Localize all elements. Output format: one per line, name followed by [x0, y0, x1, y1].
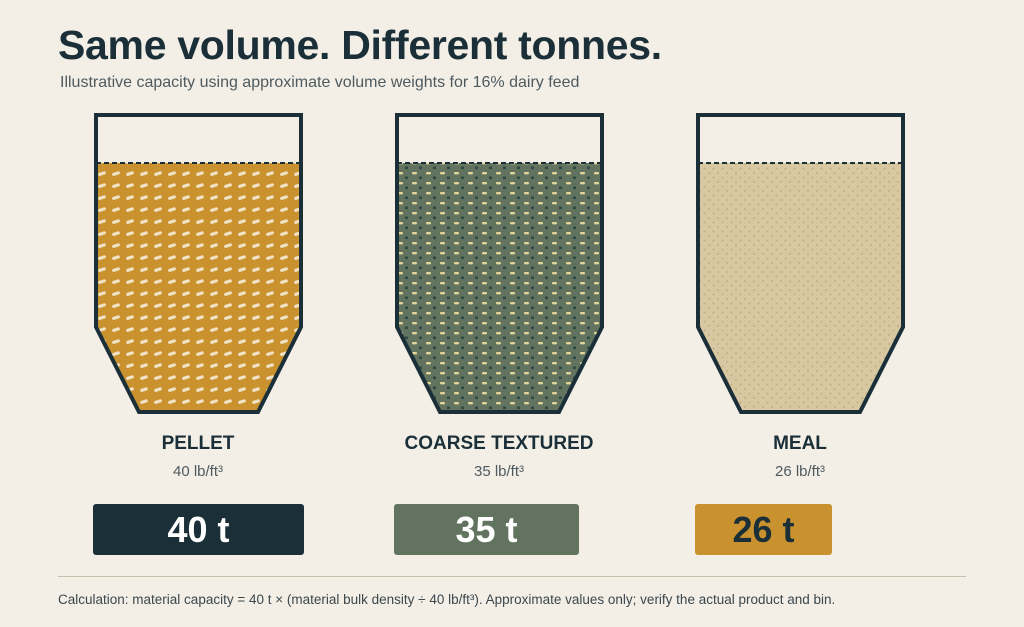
page-title: Same volume. Different tonnes.	[58, 22, 662, 68]
bin-pellet-fill	[96, 163, 301, 412]
bin-pellet	[94, 113, 303, 414]
capacity-badge-meal: 26 t	[695, 504, 832, 555]
bin-label-coarse-textured: COARSE TEXTURED	[404, 433, 594, 454]
bin-label-meal: MEAL	[773, 433, 827, 454]
bin-coarse-textured	[395, 113, 604, 414]
bin-density-pellet: 40 lb/ft³	[172, 463, 224, 480]
bin-density-coarse-textured: 35 lb/ft³	[473, 463, 525, 480]
bin-density-meal: 26 lb/ft³	[774, 463, 826, 480]
page-subtitle: Illustrative capacity using approximate …	[60, 74, 580, 91]
bin-meal-outline	[696, 113, 905, 414]
capacity-badge-pellet: 40 t	[93, 504, 304, 555]
footer-divider	[58, 576, 966, 577]
calculation-note: Calculation: material capacity = 40 t × …	[58, 592, 836, 607]
capacity-badge-coarse-textured: 35 t	[394, 504, 579, 555]
bins-diagram	[94, 113, 905, 414]
bin-pellet-outline	[94, 113, 303, 414]
bin-meal-fill	[698, 163, 903, 412]
bin-coarse-fill	[397, 163, 602, 412]
bin-meal	[696, 113, 905, 414]
bin-coarse-outline	[395, 113, 604, 414]
bin-label-pellet: PELLET	[161, 433, 235, 454]
